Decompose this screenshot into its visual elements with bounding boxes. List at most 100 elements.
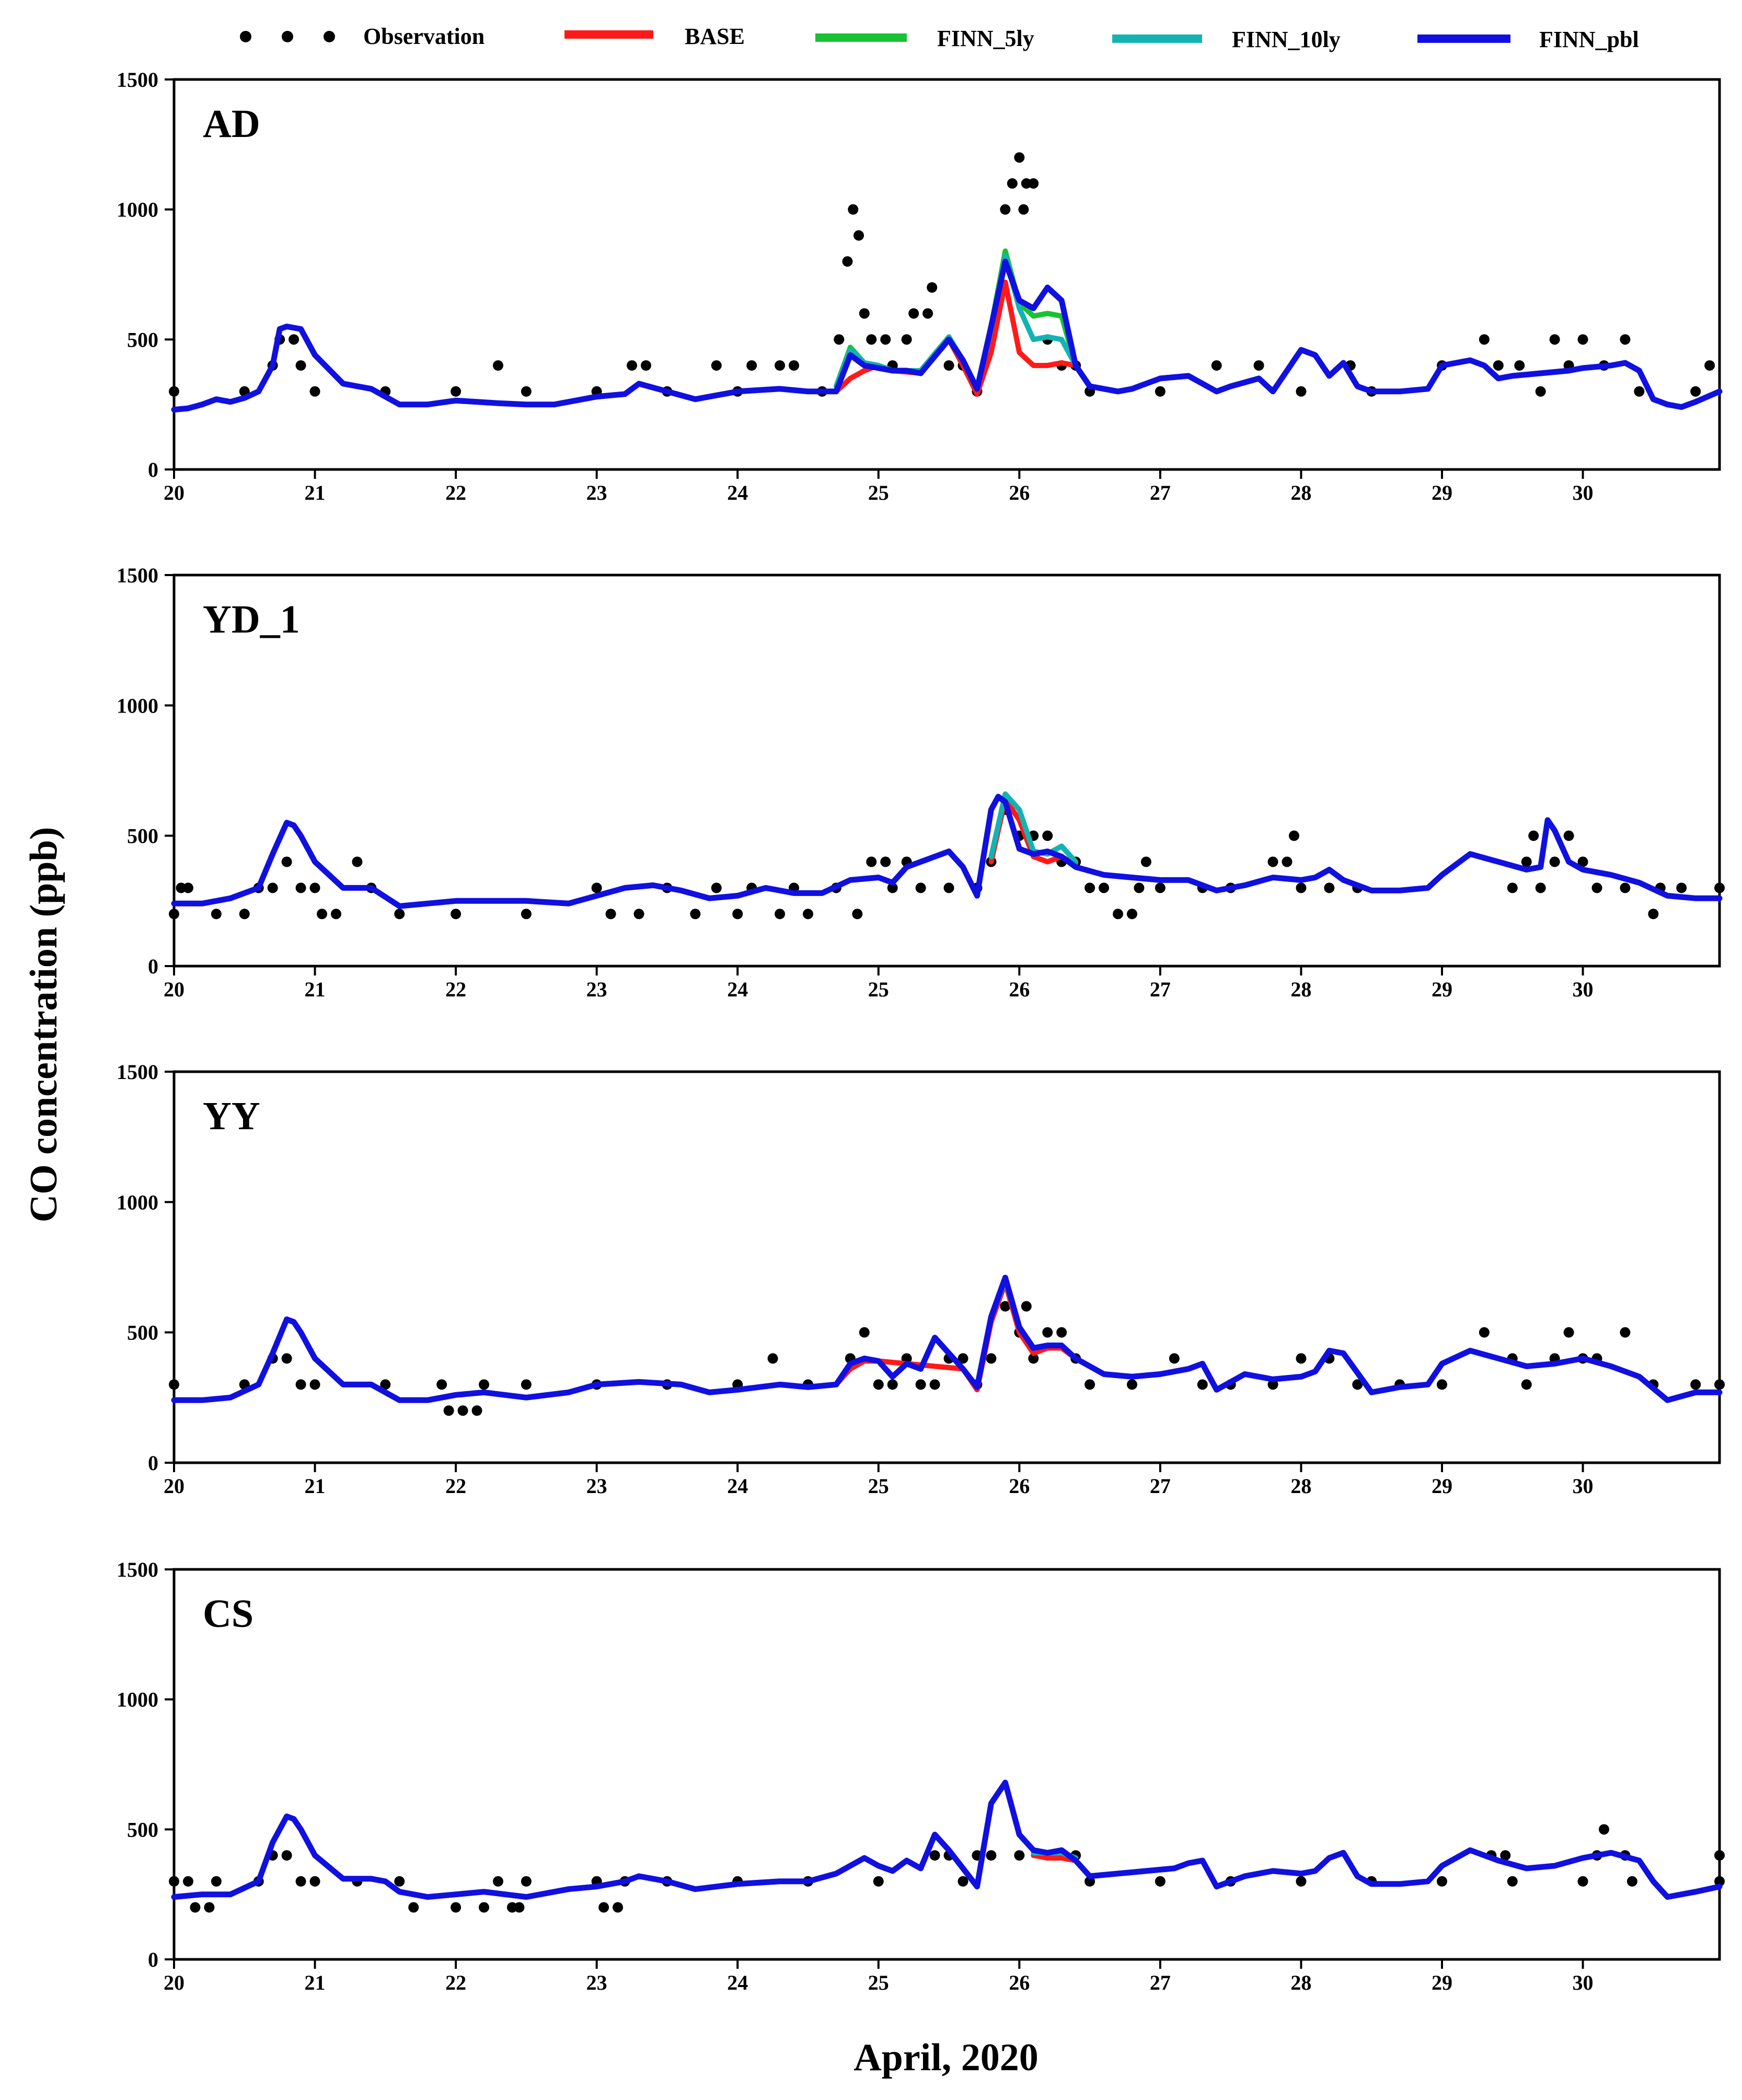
observation-point	[492, 1876, 503, 1887]
x-tick-label: 29	[1432, 1474, 1452, 1498]
observation-point	[1288, 830, 1299, 841]
x-tick-label: 26	[1009, 481, 1030, 504]
observation-point	[1324, 882, 1335, 893]
observation-point	[986, 1353, 997, 1364]
observation-point	[479, 1379, 490, 1390]
x-tick-label: 23	[586, 978, 607, 1001]
observation-point	[1113, 909, 1124, 920]
observation-point	[479, 1902, 490, 1913]
x-tick-label: 27	[1150, 481, 1171, 504]
x-tick-label: 26	[1009, 1971, 1030, 1994]
observation-point	[1514, 360, 1525, 371]
observation-point	[915, 1379, 926, 1390]
observation-point	[451, 1902, 462, 1913]
chart-panel-cs: 20 21 22 23 24 25 26 27 28 29 30 0 500 1000 1500 CS	[117, 1558, 1725, 1994]
observation-point	[380, 1379, 391, 1390]
observation-point	[451, 909, 462, 920]
observation-point	[330, 909, 341, 920]
observation-point	[521, 1876, 532, 1887]
observation-point	[1598, 1824, 1609, 1835]
x-tick-label: 25	[868, 1474, 889, 1498]
observation-point	[1479, 334, 1490, 345]
observation-point	[492, 360, 503, 371]
observation-point	[767, 1353, 778, 1364]
observation-point	[802, 909, 813, 920]
observation-point	[1577, 334, 1588, 345]
observation-point	[1714, 1850, 1725, 1861]
observation-point	[927, 282, 938, 293]
observation-point	[1591, 882, 1602, 893]
observation-point	[1267, 856, 1278, 867]
y-tick-label: 0	[148, 1451, 158, 1475]
observation-point	[866, 334, 877, 345]
observation-point	[613, 1902, 624, 1913]
observation-point	[1296, 1353, 1307, 1364]
y-tick-label: 500	[127, 328, 158, 351]
x-tick-label: 25	[868, 1971, 889, 1994]
x-tick-label: 22	[445, 481, 466, 504]
y-tick-label: 1500	[117, 68, 158, 91]
observation-point	[789, 360, 800, 371]
observation-point	[169, 909, 179, 920]
observation-point	[295, 882, 306, 893]
observation-point	[1296, 1876, 1307, 1887]
x-tick-label: 30	[1573, 481, 1594, 504]
observation-point	[866, 856, 877, 867]
observation-point	[471, 1405, 482, 1416]
legend-item-finn-pbl: FINN_pbl	[1417, 27, 1639, 52]
observation-point	[295, 1876, 306, 1887]
observation-point	[1042, 1327, 1053, 1338]
chart-panel-yd-1: 20 21 22 23 24 25 26 27 28 29 30 0 500 1000 1500 YD_1	[117, 564, 1725, 1001]
observation-point	[436, 1379, 447, 1390]
observation-point	[1028, 1353, 1039, 1364]
observation-point	[1493, 360, 1504, 371]
legend: Observation BASE FINN_5ly FINN_10ly FINN…	[240, 24, 1639, 52]
observation-point	[880, 334, 891, 345]
observation-point	[859, 1327, 870, 1338]
observation-point	[521, 386, 532, 397]
y-tick-label: 1000	[117, 198, 158, 222]
x-tick-label: 22	[445, 978, 466, 1001]
observation-point	[182, 882, 193, 893]
observation-point	[641, 360, 652, 371]
y-tick-label: 1000	[117, 694, 158, 717]
observation-point	[1521, 1379, 1532, 1390]
observation-point	[1085, 1379, 1095, 1390]
observation-point	[915, 882, 926, 893]
legend-item-finn-10ly: FINN_10ly	[1112, 27, 1341, 52]
legend-observation-dot	[240, 31, 251, 42]
observation-point	[1507, 1876, 1518, 1887]
y-tick-label: 1000	[117, 1190, 158, 1214]
observation-point	[1000, 204, 1011, 215]
y-tick-label: 500	[127, 1818, 158, 1841]
x-tick-label: 20	[164, 978, 184, 1001]
series-line-finn-pbl	[171, 258, 1723, 413]
legend-label-observation: Observation	[363, 24, 484, 49]
x-tick-label: 30	[1573, 1971, 1594, 1994]
observation-point	[842, 256, 853, 267]
observation-point	[1211, 360, 1222, 371]
legend-observation-dot	[324, 31, 335, 42]
x-tick-label: 26	[1009, 1474, 1030, 1498]
y-tick-label: 1500	[117, 1558, 158, 1581]
observation-point	[834, 334, 845, 345]
x-tick-label: 21	[305, 1474, 326, 1498]
observation-point	[1169, 1353, 1180, 1364]
observation-point	[873, 1876, 884, 1887]
observation-point	[873, 1379, 884, 1390]
observation-point	[1563, 830, 1574, 841]
observation-point	[1134, 882, 1145, 893]
observation-point	[1021, 1301, 1032, 1312]
y-tick-label: 0	[148, 955, 158, 978]
observation-point	[1549, 856, 1560, 867]
x-tick-label: 24	[727, 1971, 748, 1994]
observation-point	[1352, 1379, 1363, 1390]
observation-point	[986, 1850, 997, 1861]
x-tick-label: 28	[1290, 481, 1311, 504]
observation-point	[394, 909, 405, 920]
y-tick-label: 1500	[117, 564, 158, 587]
x-tick-label: 23	[586, 481, 607, 504]
series-line-finn-pbl	[171, 1275, 1723, 1403]
observation-point	[1000, 1301, 1011, 1312]
observation-point	[309, 882, 320, 893]
